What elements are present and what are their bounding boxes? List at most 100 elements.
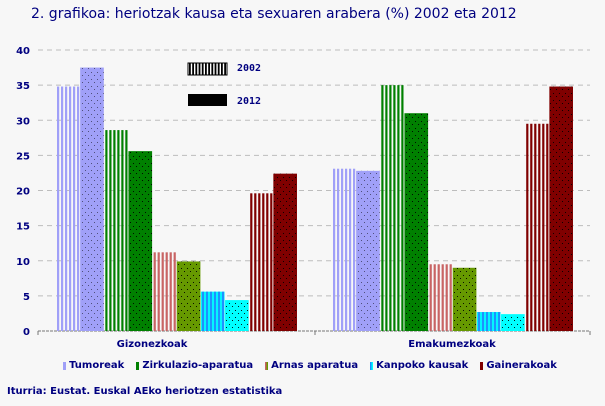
bar-arnas-aparatua-2002-emakumezkoak xyxy=(429,264,452,331)
bar-stripe xyxy=(397,85,400,331)
bar-stripe xyxy=(385,85,388,331)
legend-label: Tumoreak xyxy=(69,360,125,371)
bar-stripe xyxy=(445,264,448,331)
bar-zirkulazio-aparatua-2002-gizonezkoak xyxy=(105,130,128,331)
legend-item-gainerakoak: Gainerakoak xyxy=(480,360,557,371)
bar-stripe xyxy=(165,252,168,331)
legend-item-kanpoko: Kanpoko kausak xyxy=(370,360,468,371)
bar-stripe xyxy=(217,291,221,331)
bar-stripe xyxy=(353,168,356,331)
bar-gainerakoak-2012-gizonezkoak xyxy=(273,173,297,331)
bar-stripe xyxy=(157,252,160,331)
legend-item-zirkulazio: Zirkulazio-aparatua xyxy=(136,360,253,371)
bar-stripe xyxy=(254,193,257,331)
bar-stripe xyxy=(433,264,436,331)
swatch-stripe xyxy=(217,63,220,75)
legend: Tumoreak Zirkulazio-aparatua Arnas apara… xyxy=(63,360,557,371)
swatch-stripe xyxy=(195,63,198,75)
y-tick-label: 40 xyxy=(16,46,30,57)
legend-label: Arnas aparatua xyxy=(271,360,359,371)
swatch-stripe xyxy=(221,63,223,75)
bar-stripe xyxy=(333,168,336,331)
legend-label: Gainerakoak xyxy=(486,360,557,371)
swatch-stripe xyxy=(224,63,226,75)
bar-stripe xyxy=(153,252,156,331)
legend-label: Kanpoko kausak xyxy=(376,360,469,371)
legend-item-tumoreak: Tumoreak xyxy=(63,360,124,371)
swatch-stripe xyxy=(201,63,204,75)
bar-stripe xyxy=(125,130,128,331)
bar-stripe xyxy=(530,123,533,331)
bar-stripe xyxy=(205,291,209,331)
bar-stripe xyxy=(542,123,545,331)
legend-swatch xyxy=(136,361,140,370)
bar-stripe xyxy=(57,86,60,331)
y-tick-label: 25 xyxy=(16,151,30,162)
bar-stripe xyxy=(441,264,444,331)
bar-stripe xyxy=(538,123,541,331)
bar-kanpoko-kausak-2012-emakumezkoak xyxy=(501,314,525,331)
bar-zirkulazio-aparatua-2012-emakumezkoak xyxy=(404,113,429,331)
bar-stripe xyxy=(389,85,392,331)
y-tick-label: 15 xyxy=(16,222,30,233)
bar-stripe xyxy=(77,86,80,331)
bar-stripe xyxy=(169,252,172,331)
bar-kanpoko-kausak-2002-emakumezkoak xyxy=(476,312,501,331)
bar-texture xyxy=(356,170,380,331)
bar-stripe xyxy=(113,130,116,331)
bar-stripe xyxy=(258,193,261,331)
bar-stripe xyxy=(341,168,344,331)
bar-stripe xyxy=(401,85,404,331)
bar-stripe xyxy=(109,130,112,331)
bar-stripe xyxy=(477,312,481,331)
bar-kanpoko-kausak-2002-gizonezkoak xyxy=(200,291,225,331)
bar-stripe xyxy=(493,312,497,331)
bar-stripe xyxy=(349,168,352,331)
bar-arnas-aparatua-2012-emakumezkoak xyxy=(452,267,477,331)
swatch-fill xyxy=(188,94,227,106)
bar-stripe xyxy=(61,86,64,331)
legend-swatch xyxy=(370,361,374,370)
y-tick-label: 0 xyxy=(23,327,30,338)
bar-background xyxy=(200,291,225,331)
bar-texture xyxy=(501,314,525,331)
year-legend-2002-label: 2002 xyxy=(237,63,261,74)
bar-stripe xyxy=(65,86,68,331)
chart-title: 2. grafikoa: heriotzak kausa eta sexuare… xyxy=(31,6,517,22)
bar-texture xyxy=(176,261,201,331)
bar-background xyxy=(476,312,501,331)
swatch-stripe xyxy=(208,63,210,75)
bar-stripe xyxy=(546,123,549,331)
bar-stripe xyxy=(497,312,501,331)
bar-gainerakoak-2002-gizonezkoak xyxy=(250,193,273,331)
bar-stripe xyxy=(345,168,348,331)
swatch-stripe xyxy=(198,63,201,75)
year-legend-2012-label: 2012 xyxy=(237,96,261,107)
bar-stripe xyxy=(485,312,489,331)
bar-stripe xyxy=(449,264,452,331)
bar-stripe xyxy=(429,264,432,331)
bar-stripe xyxy=(262,193,265,331)
year-legend-2002-swatch xyxy=(187,62,228,76)
year-legend-2012-swatch xyxy=(188,94,227,106)
legend-swatch xyxy=(63,361,67,370)
bar-stripe xyxy=(73,86,76,331)
bar-stripe xyxy=(173,252,176,331)
category-label-emakumezkoak: Emakumezkoak xyxy=(408,339,496,350)
bar-stripe xyxy=(69,86,72,331)
bar-kanpoko-kausak-2012-gizonezkoak xyxy=(225,300,249,331)
bar-stripe xyxy=(489,312,493,331)
legend-label: Zirkulazio-aparatua xyxy=(142,360,254,371)
bar-gainerakoak-2012-emakumezkoak xyxy=(549,86,573,331)
bar-texture xyxy=(404,113,429,331)
bar-stripe xyxy=(105,130,108,331)
bar-stripe xyxy=(209,291,213,331)
y-tick-label: 20 xyxy=(16,187,30,198)
bar-stripe xyxy=(213,291,217,331)
category-label-gizonezkoak: Gizonezkoak xyxy=(116,339,188,350)
source-note: Iturria: Eustat. Euskal AEko heriotzen e… xyxy=(7,386,283,397)
bar-texture xyxy=(273,173,297,331)
bar-zirkulazio-aparatua-2002-emakumezkoak xyxy=(381,85,404,331)
